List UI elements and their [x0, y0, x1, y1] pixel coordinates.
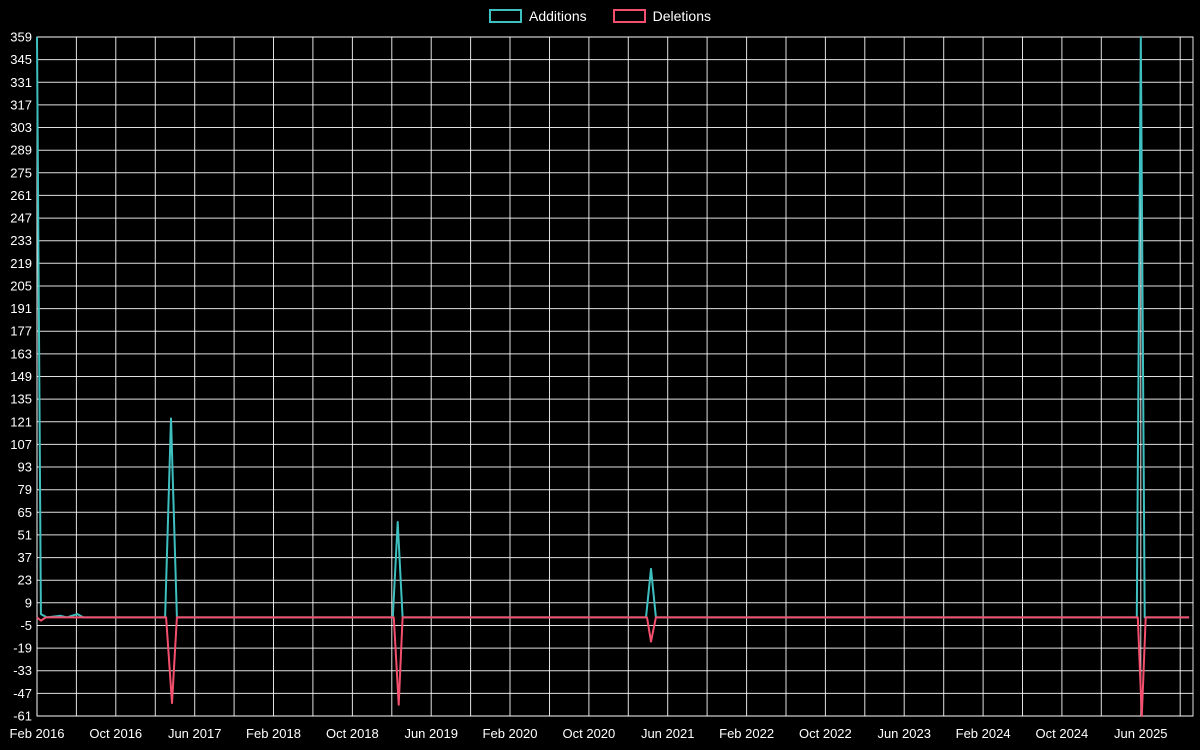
y-tick-label: 233	[10, 233, 32, 248]
x-tick-label: Feb 2020	[483, 726, 538, 741]
y-tick-label: 317	[10, 97, 32, 112]
y-tick-label: 135	[10, 392, 32, 407]
x-tick-label: Oct 2016	[89, 726, 142, 741]
y-tick-label: 107	[10, 437, 32, 452]
legend-item-additions[interactable]: Additions	[489, 8, 587, 24]
y-tick-label: -61	[13, 709, 32, 724]
deletions-swatch-icon	[612, 9, 646, 23]
x-tick-label: Jun 2021	[641, 726, 695, 741]
y-tick-label: 65	[18, 505, 32, 520]
y-tick-label: 23	[18, 573, 32, 588]
y-tick-label: 261	[10, 188, 32, 203]
y-tick-label: 331	[10, 75, 32, 90]
x-tick-label: Feb 2018	[246, 726, 301, 741]
y-tick-label: 51	[18, 527, 32, 542]
x-tick-label: Oct 2022	[799, 726, 852, 741]
y-tick-label: 93	[18, 460, 32, 475]
legend-label-deletions: Deletions	[652, 8, 711, 24]
y-tick-label: 205	[10, 279, 32, 294]
series-group	[36, 36, 1190, 717]
y-tick-label: 275	[10, 165, 32, 180]
y-tick-label: 37	[18, 550, 32, 565]
x-tick-label: Oct 2024	[1036, 726, 1089, 741]
x-tick-label: Jun 2023	[877, 726, 931, 741]
y-tick-label: 191	[10, 301, 32, 316]
chart-legend: Additions Deletions	[0, 8, 1200, 24]
x-tick-label: Feb 2016	[10, 726, 65, 741]
legend-label-additions: Additions	[529, 8, 587, 24]
y-tick-label: -47	[13, 686, 32, 701]
y-tick-label: -33	[13, 663, 32, 678]
y-tick-label: 345	[10, 52, 32, 67]
x-tick-label: Jun 2025	[1114, 726, 1168, 741]
y-tick-label: 9	[25, 595, 32, 610]
x-tick-label: Jun 2017	[168, 726, 222, 741]
y-tick-label: 177	[10, 324, 32, 339]
plot-border	[36, 36, 1194, 717]
y-tick-label: 303	[10, 120, 32, 135]
y-tick-label: -5	[20, 618, 32, 633]
y-tick-label: 79	[18, 482, 32, 497]
x-tick-label: Oct 2018	[326, 726, 379, 741]
x-tick-label: Oct 2020	[563, 726, 616, 741]
y-tick-label: 149	[10, 369, 32, 384]
y-tick-label: 219	[10, 256, 32, 271]
x-tick-label: Jun 2019	[404, 726, 458, 741]
y-tick-label: -19	[13, 641, 32, 656]
series-line-deletions	[36, 616, 1190, 717]
legend-item-deletions[interactable]: Deletions	[612, 8, 711, 24]
y-tick-label: 121	[10, 414, 32, 429]
y-tick-label: 247	[10, 211, 32, 226]
series-line-additions	[36, 36, 1190, 619]
y-tick-label: 359	[10, 30, 32, 45]
y-tick-label: 163	[10, 346, 32, 361]
x-tick-label: Feb 2024	[956, 726, 1011, 741]
y-tick-label: 289	[10, 143, 32, 158]
additions-swatch-icon	[489, 9, 523, 23]
x-tick-label: Feb 2022	[719, 726, 774, 741]
